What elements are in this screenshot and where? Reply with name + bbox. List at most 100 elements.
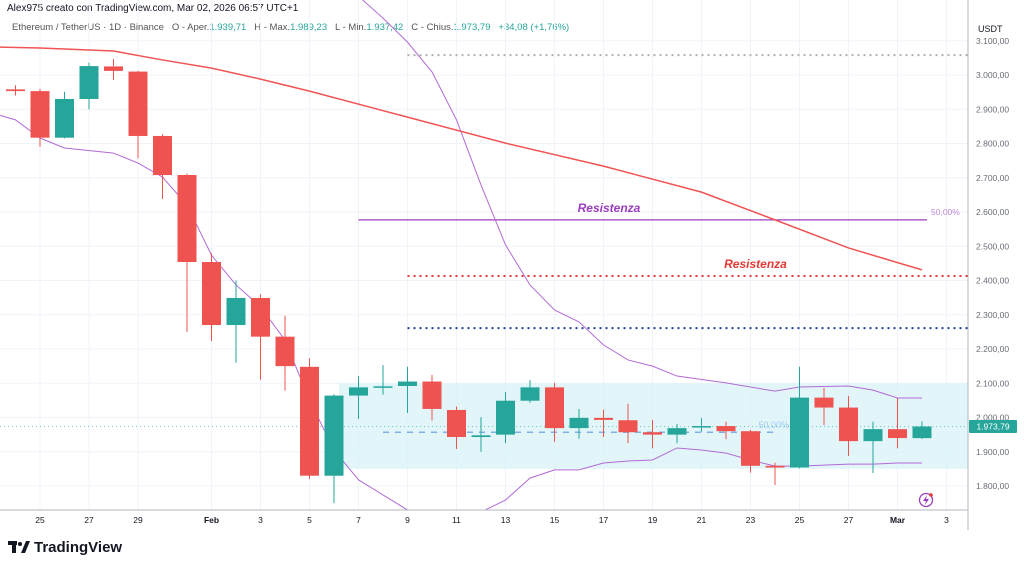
close-label: C - Chius. xyxy=(411,22,454,33)
price-axis-tick: 2.300,00 xyxy=(976,310,1009,320)
candle-body xyxy=(447,409,466,438)
time-axis-tick: 27 xyxy=(84,515,94,525)
tradingview-logo: TradingView xyxy=(8,539,122,556)
time-axis-tick: 29 xyxy=(133,515,143,525)
candle xyxy=(226,280,246,363)
candle-body xyxy=(667,428,687,435)
symbol-name[interactable]: Ethereum / TetherUS · 1D · Binance xyxy=(12,22,164,33)
candle-body xyxy=(863,429,883,442)
price-axis-tick: 2.500,00 xyxy=(976,241,1009,251)
price-axis-tick: 2.000,00 xyxy=(976,413,1009,423)
time-axis-tick: 7 xyxy=(356,515,361,525)
candle xyxy=(300,358,319,480)
candle-body xyxy=(545,387,564,429)
candle xyxy=(251,294,270,380)
candle-body xyxy=(618,420,638,433)
candle-body xyxy=(79,66,99,99)
candle-body xyxy=(30,91,50,138)
range-box-mid-label: 50,00% xyxy=(759,420,790,430)
time-axis-tick: 13 xyxy=(501,515,511,525)
time-axis-tick: 27 xyxy=(844,515,854,525)
notification-dot xyxy=(929,493,933,497)
annotation-label: Resistenza xyxy=(724,257,787,271)
time-axis-tick: 5 xyxy=(307,515,312,525)
candle-body xyxy=(643,432,662,435)
candle xyxy=(177,173,197,332)
candle xyxy=(643,419,662,449)
time-axis-tick: 25 xyxy=(795,515,805,525)
candle-body xyxy=(373,386,393,388)
high-label: H - Max. xyxy=(254,22,291,33)
candle-body xyxy=(888,429,907,439)
last-price-badge xyxy=(969,419,1017,433)
candle xyxy=(814,388,834,426)
candle xyxy=(153,134,172,199)
candle xyxy=(618,403,638,444)
price-axis-tick: 2.200,00 xyxy=(976,344,1009,354)
currency-label: USDT xyxy=(978,24,1003,34)
candle-body xyxy=(814,397,834,408)
price-axis-tick: 2.700,00 xyxy=(976,173,1009,183)
time-axis-tick: 21 xyxy=(697,515,707,525)
candle-body xyxy=(177,175,197,263)
chart-credit: Alex975 creato con TradingView.com, Mar … xyxy=(7,3,299,14)
candle xyxy=(104,58,123,81)
candle-body xyxy=(349,387,368,396)
candle-body xyxy=(104,66,123,71)
candle xyxy=(912,421,932,439)
candle-body xyxy=(471,435,491,438)
candle-body xyxy=(398,381,417,386)
time-axis-tick: 15 xyxy=(550,515,560,525)
annotation-label: Resistenza xyxy=(578,201,641,215)
range-box xyxy=(339,383,968,469)
lower-band-line xyxy=(0,114,922,510)
candle xyxy=(545,382,564,442)
time-axis-tick: 19 xyxy=(648,515,658,525)
candle xyxy=(447,406,466,450)
price-axis-tick: 2.600,00 xyxy=(976,207,1009,217)
time-axis-tick: 9 xyxy=(405,515,410,525)
candle xyxy=(741,429,760,473)
upper-band-line xyxy=(361,0,922,399)
price-axis-tick: 2.800,00 xyxy=(976,139,1009,149)
time-axis-tick: 23 xyxy=(746,515,756,525)
candle xyxy=(398,366,417,414)
candle xyxy=(202,253,221,342)
candle xyxy=(55,91,74,139)
candle xyxy=(373,365,393,395)
candle xyxy=(79,62,99,110)
candle-body xyxy=(765,465,785,468)
candle xyxy=(30,88,50,147)
candle xyxy=(790,366,809,469)
time-axis-tick: 11 xyxy=(452,515,461,525)
candle xyxy=(520,380,540,403)
candle-body xyxy=(202,262,221,326)
candle-body xyxy=(55,98,74,138)
price-axis-tick: 3.100,00 xyxy=(976,36,1009,46)
candle xyxy=(888,398,907,449)
candle-body xyxy=(251,297,270,337)
candle xyxy=(128,70,148,159)
time-axis-tick: Mar xyxy=(890,515,906,525)
candle-body xyxy=(692,426,711,428)
candle-body xyxy=(275,336,295,367)
candle xyxy=(471,417,491,452)
candle-body xyxy=(741,431,760,466)
candle-body xyxy=(520,387,540,401)
brand-name: TradingView xyxy=(34,539,123,556)
price-axis-tick: 2.900,00 xyxy=(976,104,1009,114)
candle xyxy=(692,418,711,432)
low-label: L - Min. xyxy=(335,22,367,33)
candle xyxy=(324,394,344,504)
lightning-alert-icon[interactable] xyxy=(918,492,934,508)
annotation-right-label: 50,00% xyxy=(931,207,960,217)
candle xyxy=(863,421,883,473)
candle xyxy=(594,409,613,438)
candle-body xyxy=(716,426,736,432)
candle xyxy=(716,421,736,440)
plot-area: 50,00% Resistenza 50,00% Resistenza xyxy=(0,0,968,510)
candle xyxy=(667,424,687,444)
time-axis-tick: 3 xyxy=(944,515,949,525)
price-axis-tick: 1.900,00 xyxy=(976,447,1009,457)
